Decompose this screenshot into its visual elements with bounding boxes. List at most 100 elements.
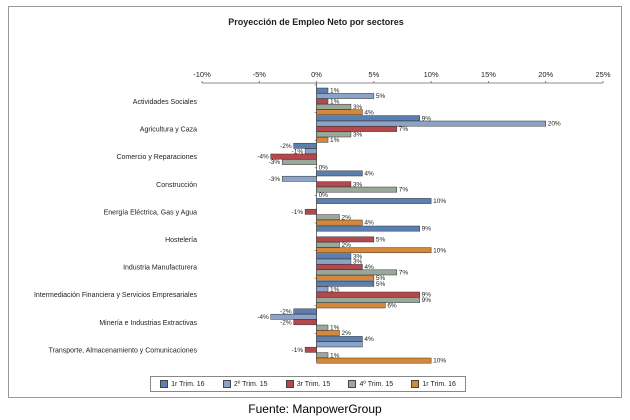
data-label: 6% [387, 303, 397, 310]
x-tick-label: 25% [595, 70, 610, 79]
bar [316, 170, 363, 177]
bar [316, 131, 352, 138]
data-label: 1% [330, 88, 340, 95]
bar [316, 286, 329, 293]
x-tick-label: 5% [368, 70, 379, 79]
bar [316, 274, 375, 281]
bar [316, 181, 352, 188]
legend-swatch [222, 380, 231, 388]
legend-item: 1r Trim. 16 [160, 380, 205, 388]
category-label: Construcción [156, 182, 197, 189]
bar [316, 352, 329, 359]
bar [304, 208, 317, 215]
bar [316, 120, 546, 127]
data-label: 0% [319, 192, 329, 199]
bar [304, 148, 317, 155]
source-note: Fuente: ManpowerGroup [248, 402, 382, 416]
chart-frame: Proyección de Empleo Neto por sectores [8, 6, 622, 398]
bar [316, 93, 375, 99]
data-label: 3% [353, 104, 363, 111]
chart-legend: 1r Trim. 16 2º Trim. 15 3r Trim. 15 4º Trim… [150, 376, 466, 392]
data-label: 1% [330, 99, 340, 106]
category-label: Intermediación Financiera y Servicios Em… [34, 292, 198, 299]
bar [316, 291, 420, 298]
bar [270, 313, 317, 320]
bar [316, 258, 352, 265]
data-label: -2% [280, 309, 292, 316]
data-label: 4% [364, 336, 374, 343]
data-label: 20% [548, 121, 561, 128]
category-label: Actividades Sociales [133, 99, 198, 106]
x-tick-label: 20% [538, 70, 553, 79]
data-label: 2% [341, 214, 351, 221]
data-label: -2% [280, 143, 292, 150]
data-label: 1% [330, 137, 340, 144]
bar [316, 330, 340, 336]
legend-swatch [348, 380, 357, 388]
bar [293, 308, 317, 315]
x-tick-label: -5% [253, 70, 267, 79]
bar [316, 236, 375, 243]
data-label: 5% [376, 281, 386, 288]
bar [316, 341, 363, 348]
bar [316, 98, 329, 105]
bar [316, 136, 329, 143]
data-label: 3% [353, 259, 363, 266]
bar [316, 324, 329, 331]
data-label: -1% [292, 209, 304, 216]
category-label: Hostelería [165, 237, 197, 244]
bar [316, 109, 363, 116]
data-label: 1% [330, 352, 340, 359]
data-label: 3% [353, 132, 363, 139]
bar [293, 319, 317, 326]
legend-item: 4º Trim. 15 [348, 380, 393, 388]
legend-label: 1r Trim. 16 [422, 380, 456, 388]
data-label: 1% [330, 286, 340, 293]
legend-swatch [160, 380, 169, 388]
legend-swatch [411, 380, 420, 388]
data-label: 5% [376, 237, 386, 244]
bar [316, 126, 398, 132]
data-label: 10% [433, 198, 446, 205]
data-label: 4% [364, 264, 374, 271]
data-label: 3% [353, 181, 363, 188]
bar [316, 214, 340, 221]
data-label: 9% [422, 226, 432, 233]
category-label: Agricultura y Caza [140, 127, 197, 134]
bar [316, 247, 432, 254]
bar [316, 302, 386, 309]
legend-label: 4º Trim. 15 [359, 380, 394, 388]
legend-label: 3r Trim. 15 [296, 380, 331, 388]
data-label: 7% [399, 270, 409, 277]
data-label: 5% [376, 275, 386, 282]
legend-item: 3r Trim. 15 [285, 380, 331, 388]
data-label: -1% [292, 347, 304, 354]
bar [304, 346, 317, 353]
bar [316, 186, 398, 193]
data-label: 10% [433, 247, 446, 254]
category-label: Minería e Industrias Extractivas [99, 320, 197, 327]
data-label: 4% [364, 109, 374, 116]
data-label: 9% [422, 115, 432, 122]
data-label: 1% [330, 325, 340, 332]
x-tick-label: 0% [311, 70, 322, 79]
bar [281, 175, 317, 182]
category-label: Transporte, Almacenamiento y Comunicacio… [49, 347, 198, 354]
bar [316, 219, 363, 226]
data-label: 7% [399, 187, 409, 194]
bar [316, 297, 420, 303]
data-label: 7% [399, 126, 409, 133]
data-label: 10% [433, 358, 446, 365]
x-tick-label: -10% [193, 70, 211, 79]
bar [316, 103, 352, 110]
legend-label: 1r Trim. 16 [171, 380, 205, 388]
data-label: 9% [422, 292, 432, 299]
bar [316, 357, 432, 364]
bar [316, 115, 420, 122]
category-label: Comercio y Reparaciones [116, 154, 197, 161]
data-label: 4% [364, 171, 374, 178]
bar [281, 159, 317, 165]
data-label: -3% [269, 159, 281, 166]
bar [316, 241, 340, 248]
data-label: 9% [422, 297, 432, 304]
